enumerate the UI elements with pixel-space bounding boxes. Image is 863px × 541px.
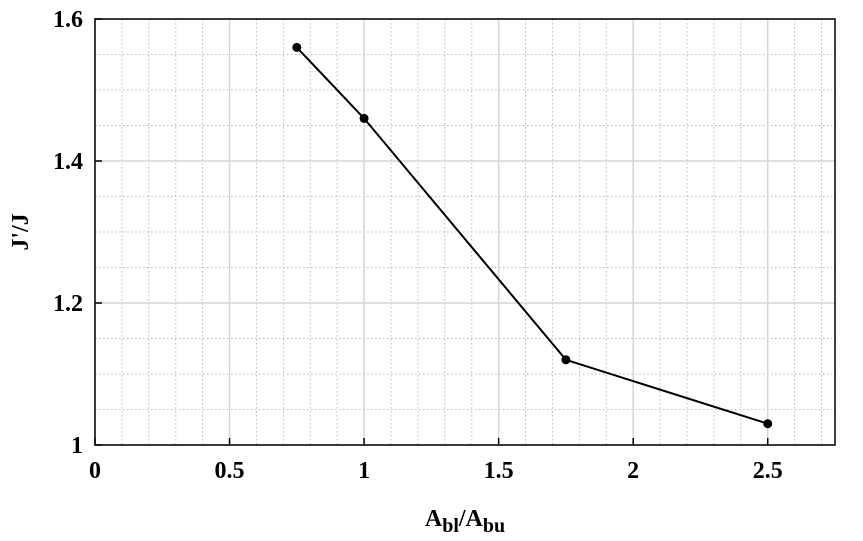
plot-frame — [94, 18, 836, 446]
y-tick-label: 1.4 — [53, 149, 83, 175]
x-axis-label: Abl/Abu — [425, 506, 505, 537]
x-label-part: /A — [458, 506, 484, 532]
y-tick-label: 1.2 — [53, 291, 83, 317]
y-tick-label: 1 — [71, 433, 83, 459]
data-point — [292, 42, 302, 52]
x-tick-label: 0.5 — [215, 458, 245, 484]
x-tick-label: 2.5 — [753, 458, 783, 484]
data-point — [359, 113, 369, 123]
x-label-part: bu — [483, 515, 505, 537]
x-tick-label: 0 — [89, 458, 101, 484]
y-tick-label: 1.6 — [53, 7, 83, 33]
x-label-part: bl — [442, 515, 459, 537]
data-line — [296, 46, 769, 425]
data-point — [561, 355, 571, 365]
x-label-part: A — [425, 506, 443, 532]
x-tick-label: 1 — [358, 458, 370, 484]
data-point — [763, 419, 773, 429]
x-tick-label: 1.5 — [484, 458, 514, 484]
y-axis-label: J'/J — [8, 213, 34, 250]
x-tick-label: 2 — [627, 458, 639, 484]
